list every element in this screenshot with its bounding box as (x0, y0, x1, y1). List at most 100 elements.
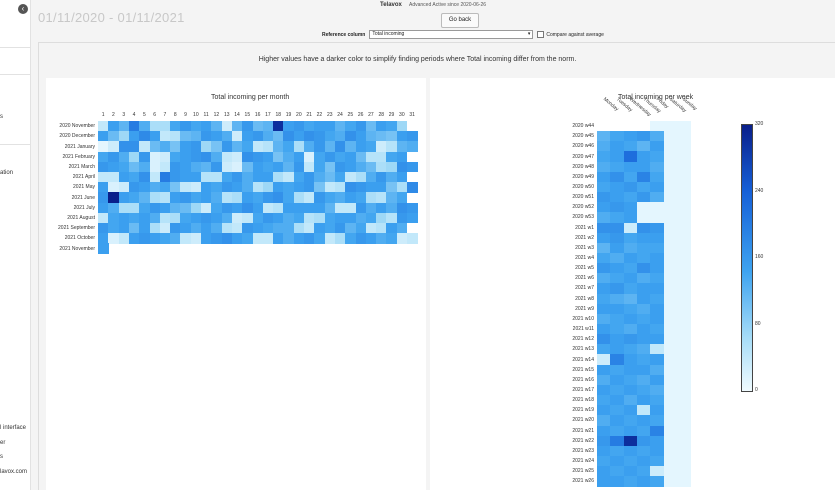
row-label: 2021 November (59, 245, 95, 252)
heatmap-cell (610, 445, 625, 457)
compare-average-checkbox[interactable] (537, 31, 545, 38)
column-label: 8 (173, 112, 177, 118)
heatmap-cell (139, 182, 150, 193)
heatmap-cell (597, 445, 611, 457)
heatmap-cell (242, 172, 253, 183)
heatmap-description: Higher values have a darker color to sim… (258, 56, 577, 63)
heatmap-cell (221, 212, 233, 224)
heatmap-cell (636, 283, 651, 295)
heatmap-cell (676, 252, 691, 264)
heatmap-cell (221, 151, 233, 163)
heatmap-cell (180, 212, 192, 224)
sidebar: ‹ s ation l interface er s lavox.com (0, 0, 31, 490)
heatmap-cell (597, 344, 611, 355)
heatmap-cell (610, 303, 625, 315)
heatmap-cell (610, 395, 625, 406)
heatmap-cell (283, 131, 295, 142)
heatmap-cell (663, 455, 678, 467)
heatmap-cell (293, 212, 305, 224)
heatmap-cell (170, 233, 181, 244)
heatmap-cell (623, 415, 638, 426)
heatmap-cell (334, 223, 346, 234)
row-label: 2021 w20 (572, 417, 594, 424)
heatmap-cell (159, 212, 171, 224)
sidebar-item[interactable]: er (0, 440, 6, 446)
heatmap-cell (636, 395, 651, 406)
heatmap-cell (355, 223, 367, 234)
go-back-button[interactable]: Go back (441, 13, 479, 28)
heatmap-cell (623, 354, 638, 366)
row-label: 2021 w10 (572, 315, 594, 322)
heatmap-cell (252, 141, 264, 153)
heatmap-cell (108, 131, 120, 142)
row-label: 2020 w45 (572, 133, 594, 140)
sidebar-item[interactable]: s (0, 454, 3, 460)
heatmap-cell (623, 273, 638, 284)
heatmap-cell (597, 252, 611, 264)
heatmap-cell (242, 182, 253, 193)
heatmap-cell (221, 202, 233, 214)
heatmap-cell (650, 141, 664, 152)
heatmap-cell (365, 192, 377, 204)
heatmap-cell (252, 223, 264, 234)
heatmap-cell (396, 141, 408, 153)
row-label: 2021 w3 (575, 244, 594, 251)
colorbar (741, 124, 753, 392)
heatmap-cell (128, 182, 140, 193)
heatmap-cell (650, 395, 664, 406)
heatmap-cell (128, 223, 140, 234)
heatmap-cell (180, 182, 192, 193)
reference-column-select[interactable]: Total incoming ▾ (369, 30, 534, 39)
heatmap-cell (610, 283, 625, 295)
heatmap-cell (676, 455, 691, 467)
sidebar-item[interactable]: ation (0, 170, 14, 176)
heatmap-cell (636, 242, 651, 254)
collapse-sidebar-icon[interactable]: ‹ (18, 4, 28, 14)
sidebar-item[interactable]: s (0, 114, 3, 120)
row-label: 2021 w19 (572, 407, 594, 414)
colorbar-tick-label: 160 (755, 254, 764, 260)
heatmap-cell (355, 192, 367, 204)
heatmap-cell (623, 222, 638, 234)
heatmap-cell (180, 172, 192, 183)
heatmap-cell (98, 161, 109, 173)
heatmap-cell (324, 233, 336, 244)
heatmap-cell (108, 121, 120, 132)
heatmap-cell (231, 192, 243, 204)
heatmap-cell (190, 131, 202, 142)
heatmap-cell (334, 192, 346, 204)
heatmap-cell (396, 212, 408, 224)
heatmap-cell (386, 172, 398, 183)
heatmap-cell (98, 121, 109, 132)
heatmap-cell (676, 283, 691, 295)
heatmap-cell (273, 192, 284, 204)
heatmap-cell (597, 283, 611, 295)
heatmap-cell (636, 455, 651, 467)
heatmap-cell (128, 161, 140, 173)
heatmap-cell (314, 182, 326, 193)
heatmap-cell (273, 212, 284, 224)
heatmap-cell (597, 476, 611, 487)
heatmap-cell (610, 141, 625, 152)
sidebar-item[interactable]: lavox.com (0, 469, 28, 475)
heatmap-cell (636, 405, 651, 416)
heatmap-cell (386, 182, 398, 193)
heatmap-cell (324, 202, 336, 214)
sidebar-item[interactable]: l interface (0, 425, 27, 431)
heatmap-cell (211, 192, 223, 204)
heatmap-cell (283, 192, 295, 204)
heatmap-cell (201, 233, 212, 244)
heatmap-cell (650, 374, 664, 386)
heatmap-cell (221, 131, 233, 142)
heatmap-cell (231, 212, 243, 224)
heatmap-cell (610, 171, 625, 183)
heatmap-cell (231, 141, 243, 153)
heatmap-cell (650, 192, 664, 203)
heatmap-cell (597, 415, 611, 426)
heatmap-cell (262, 151, 274, 163)
heatmap-cell (636, 435, 651, 447)
heatmap-cell (663, 303, 678, 315)
heatmap-cell (159, 172, 171, 183)
heatmap-cell (597, 263, 611, 274)
heatmap-cell (623, 181, 638, 193)
